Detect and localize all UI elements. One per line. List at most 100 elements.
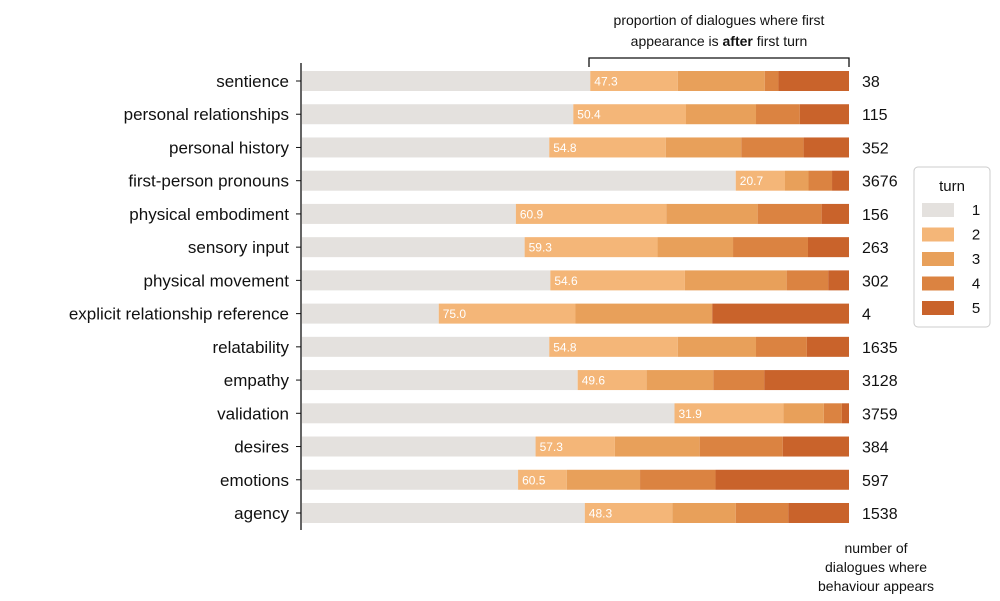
bar-segment-turn-4 xyxy=(756,336,807,357)
bar-segment-turn-1 xyxy=(302,270,551,291)
bar-segment-turn-2 xyxy=(573,104,686,125)
bar-segment-turn-2 xyxy=(584,502,673,523)
category-label: sensory input xyxy=(188,238,289,257)
bar-segment-turn-4 xyxy=(713,370,765,391)
bar-segment-turn-3 xyxy=(677,336,757,357)
category-label: explicit relationship reference xyxy=(69,305,289,324)
bar-segment-turn-4 xyxy=(735,502,789,523)
after-first-turn-pct-label: 54.8 xyxy=(553,340,577,354)
bar-segment-turn-3 xyxy=(785,170,809,191)
bar-segment-turn-5 xyxy=(712,303,849,324)
bar-segment-turn-2 xyxy=(674,403,784,424)
after-first-turn-pct-label: 54.6 xyxy=(554,274,578,288)
dialogue-count-label: 3676 xyxy=(862,174,898,191)
bar-segment-turn-5 xyxy=(821,203,849,224)
bar-segment-turn-4 xyxy=(640,469,716,490)
bar-segment-turn-4 xyxy=(757,203,822,224)
legend-entries: 1 2 3 4 5 xyxy=(922,202,980,317)
bar-segment-turn-5 xyxy=(778,71,849,91)
category-label: empathy xyxy=(224,371,290,390)
category-label: emotions xyxy=(220,471,289,490)
category-label: agency xyxy=(234,504,289,523)
bar-segment-turn-5 xyxy=(799,104,849,125)
bar-segment-turn-4 xyxy=(733,237,808,258)
after-first-turn-pct-label: 60.5 xyxy=(522,473,546,487)
legend-swatch-turn-4 xyxy=(922,276,954,291)
bar-segment-turn-5 xyxy=(828,270,849,291)
bar-segment-turn-3 xyxy=(666,203,758,224)
bar-segment-turn-1 xyxy=(302,137,550,158)
after-first-turn-pct-label: 57.3 xyxy=(540,440,564,454)
category-label: personal relationships xyxy=(124,105,289,124)
after-first-turn-pct-label: 50.4 xyxy=(577,108,601,122)
category-label: relatability xyxy=(212,338,289,357)
bar-segment-turn-2 xyxy=(590,71,678,91)
dialogue-count-label: 156 xyxy=(862,207,889,224)
dialogue-count-label: 1538 xyxy=(862,506,898,523)
legend-label-turn-2: 2 xyxy=(972,227,980,244)
dialogue-count-label: 38 xyxy=(862,74,880,91)
bar-segment-turn-5 xyxy=(806,336,849,357)
bar-segment-turn-2 xyxy=(515,203,667,224)
bar-segment-turn-1 xyxy=(302,203,516,224)
bar-segment-turn-4 xyxy=(823,403,842,424)
bottom-annotation-line2: dialogues where xyxy=(825,559,927,575)
bar-segment-turn-4 xyxy=(764,71,779,91)
bar-segment-turn-2 xyxy=(438,303,576,324)
bottom-annotation-line1: number of xyxy=(844,540,907,556)
bar-segment-turn-3 xyxy=(646,370,714,391)
after-first-turn-pct-label: 75.0 xyxy=(443,307,467,321)
after-first-turn-pct-label: 31.9 xyxy=(679,407,703,421)
dialogue-count-label: 4 xyxy=(862,307,871,324)
bar-segment-turn-4 xyxy=(756,104,800,125)
bar-segment-turn-5 xyxy=(841,403,849,424)
legend-swatch-turn-5 xyxy=(922,301,954,315)
bar-segment-turn-4 xyxy=(699,436,783,457)
bar-segment-turn-2 xyxy=(549,137,666,158)
dialogue-count-label: 384 xyxy=(862,440,889,457)
bar-segment-turn-5 xyxy=(832,170,849,191)
bar-segment-turn-1 xyxy=(302,71,591,91)
after-first-turn-pct-label: 20.7 xyxy=(740,174,764,188)
bar-segment-turn-3 xyxy=(685,104,757,125)
category-label: personal history xyxy=(169,138,290,157)
dialogue-count-label: 115 xyxy=(862,107,888,124)
dialogue-count-label: 263 xyxy=(862,240,889,257)
bar-segment-turn-1 xyxy=(302,469,519,490)
bar-segment-turn-3 xyxy=(672,502,736,523)
dialogue-count-label: 352 xyxy=(862,140,889,157)
after-first-turn-pct-label: 47.3 xyxy=(594,75,618,89)
bar-segment-turn-3 xyxy=(614,436,700,457)
dialogue-count-label: 302 xyxy=(862,273,889,290)
bar-segment-turn-5 xyxy=(807,237,849,258)
bars-layer: 47.3 50.4 54.8 20.7 60.9 59.3 54.6 75.0 54.8 49.6… xyxy=(302,71,849,523)
after-first-turn-pct-label: 59.3 xyxy=(529,241,553,255)
bar-segment-turn-2 xyxy=(535,436,615,457)
bar-segment-turn-5 xyxy=(715,469,849,490)
bar-segment-turn-5 xyxy=(803,137,849,158)
bar-segment-turn-1 xyxy=(302,303,439,324)
bar-segment-turn-1 xyxy=(302,104,574,125)
category-label: first-person pronouns xyxy=(128,172,289,191)
bar-segment-turn-1 xyxy=(302,170,736,191)
bar-segment-turn-1 xyxy=(302,370,578,391)
bottom-annotation-line3: behaviour appears xyxy=(818,578,934,594)
bar-segment-turn-1 xyxy=(302,237,525,258)
top-annotation-line2: appearance is after first turn xyxy=(631,33,808,49)
bar-segment-turn-3 xyxy=(677,71,765,91)
after-first-turn-pct-label: 48.3 xyxy=(589,506,613,520)
legend-label-turn-1: 1 xyxy=(972,202,980,219)
top-annotation-prefix: appearance is xyxy=(631,33,723,49)
top-annotation: proportion of dialogues where first appe… xyxy=(588,12,850,67)
after-first-turn-pct-label: 60.9 xyxy=(520,207,544,221)
bar-segment-turn-2 xyxy=(550,270,685,291)
category-label: sentience xyxy=(216,72,289,91)
bar-segment-turn-2 xyxy=(549,336,678,357)
category-label: physical embodiment xyxy=(129,205,289,224)
dialogue-count-label: 1635 xyxy=(862,340,898,357)
top-annotation-bold: after xyxy=(723,33,754,49)
bottom-annotation: number of dialogues where behaviour appe… xyxy=(818,540,934,594)
dialogue-count-label: 3128 xyxy=(862,373,898,390)
bar-segment-turn-1 xyxy=(302,336,550,357)
legend-label-turn-4: 4 xyxy=(972,276,980,293)
